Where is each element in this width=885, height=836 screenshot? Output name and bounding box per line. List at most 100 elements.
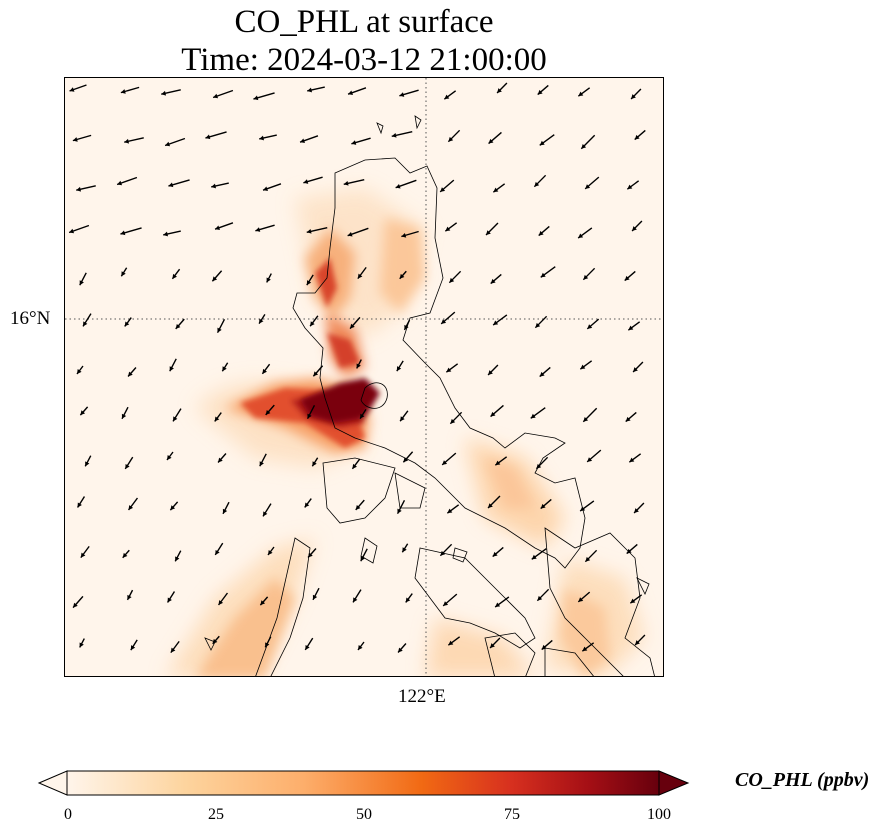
wind-vector-head: [488, 503, 493, 509]
wind-vector-head: [634, 134, 640, 140]
wind-vector-head: [350, 323, 355, 329]
wind-vector-head: [124, 321, 130, 327]
wind-vector-head: [303, 179, 309, 184]
wind-vector-head: [395, 183, 401, 189]
wind-vector-head: [587, 324, 593, 329]
wind-vector-head: [253, 95, 259, 101]
colorbar-tick: 50: [356, 806, 372, 823]
colorbar-extend-low: [37, 770, 68, 796]
wind-vector-head: [175, 324, 181, 329]
wind-vector-head: [399, 92, 405, 97]
wind-vector-head: [222, 508, 228, 514]
wind-vector-head: [629, 457, 635, 463]
wind-vector-head: [493, 320, 499, 326]
wind-vector-head: [631, 94, 636, 99]
wind-vector-head: [585, 184, 591, 189]
colorbar-tick: 100: [647, 806, 671, 823]
wind-vector-head: [540, 272, 546, 278]
wind-vector-head: [73, 602, 78, 608]
wind-vector-head: [582, 646, 588, 652]
wind-vector-head: [76, 186, 82, 192]
wind-vector-head: [348, 90, 353, 95]
wind-vector-head: [72, 137, 78, 142]
wind-vector-head: [263, 511, 268, 517]
wind-vector-head: [306, 229, 312, 234]
wind-vector-head: [493, 187, 499, 193]
wind-vector-head: [205, 134, 211, 140]
wind-vector-head: [213, 93, 219, 99]
wind-vector-head: [490, 643, 495, 648]
wind-vector-head: [168, 182, 174, 188]
wind-vector-head: [79, 280, 84, 286]
wind-vector-head: [624, 275, 630, 281]
wind-vector-head: [448, 136, 454, 142]
wind-vector-head: [352, 463, 357, 469]
wind-vector-head: [635, 640, 640, 645]
colorbar-label: CO_PHL (ppbv): [735, 769, 870, 791]
wind-vector-head: [581, 143, 587, 149]
colorbar: [37, 770, 690, 796]
wind-vector-head: [495, 602, 501, 608]
colorbar-gradient: [66, 770, 660, 796]
wind-vector-head: [490, 278, 496, 284]
wind-vector-head: [396, 366, 402, 372]
wind-vector-head: [585, 556, 591, 562]
wind-vector-head: [627, 184, 633, 190]
wind-vector-head: [587, 457, 593, 462]
wind-vector-head: [175, 556, 180, 562]
wind-vector-head: [80, 410, 86, 416]
wind-vector-head: [449, 277, 455, 283]
wind-vector-head: [117, 180, 123, 186]
wind-vector-head: [628, 325, 634, 331]
wind-vector-head: [360, 413, 365, 419]
wind-vector-head: [351, 140, 357, 145]
wind-vector-head: [211, 183, 217, 189]
map-time: Time: 2024-03-12 21:00:00: [181, 42, 547, 78]
wind-vector-head: [127, 594, 132, 600]
wind-vector-head: [441, 319, 447, 324]
wind-vector-head: [443, 601, 449, 606]
wind-vector-head: [310, 321, 315, 327]
map-gridlines: [65, 78, 663, 676]
wind-vector-head: [69, 228, 75, 234]
wind-vector-head: [259, 318, 264, 324]
wind-vector-head: [578, 597, 584, 602]
concentration-field: [166, 188, 645, 676]
wind-vector-head: [447, 508, 453, 514]
wind-vector-head: [165, 141, 171, 147]
wind-vector-head: [83, 321, 88, 327]
map-panel[interactable]: [64, 77, 664, 677]
wind-vector-head: [167, 597, 172, 603]
wind-vector-head: [77, 502, 82, 508]
wind-vector-head: [540, 503, 546, 509]
wind-vector-head: [446, 367, 452, 373]
wind-vector-head: [356, 363, 361, 369]
wind-vector-head: [307, 87, 313, 93]
wind-vectors: [68, 82, 646, 654]
colorbar-tick: 25: [208, 806, 224, 823]
wind-vector-head: [347, 231, 353, 237]
wind-vector-head: [360, 556, 365, 562]
wind-vector-head: [121, 271, 126, 277]
wind-vector-head: [440, 550, 446, 556]
wind-vector-head: [539, 140, 545, 146]
colorbar-tick: 75: [504, 806, 520, 823]
wind-vector-head: [266, 277, 271, 283]
colorbar-extend-high: [658, 770, 690, 796]
wind-vector-head: [486, 230, 491, 236]
wind-vector-head: [304, 502, 310, 508]
wind-vector-head: [167, 455, 172, 461]
wind-vector-head: [260, 600, 266, 606]
wind-vector-head: [218, 600, 224, 606]
wind-vector-head: [85, 461, 90, 467]
wind-vector-head: [259, 135, 265, 141]
wind-vector-head: [305, 644, 310, 650]
wind-vector-head: [215, 549, 220, 555]
wind-vector-head: [440, 187, 446, 192]
wind-vector-head: [492, 551, 498, 557]
wind-vector-head: [405, 597, 411, 603]
wind-vector-head: [161, 90, 167, 96]
wind-vector-head: [490, 411, 496, 417]
wind-vector-head: [442, 460, 448, 465]
wind-vector-head: [343, 181, 349, 186]
